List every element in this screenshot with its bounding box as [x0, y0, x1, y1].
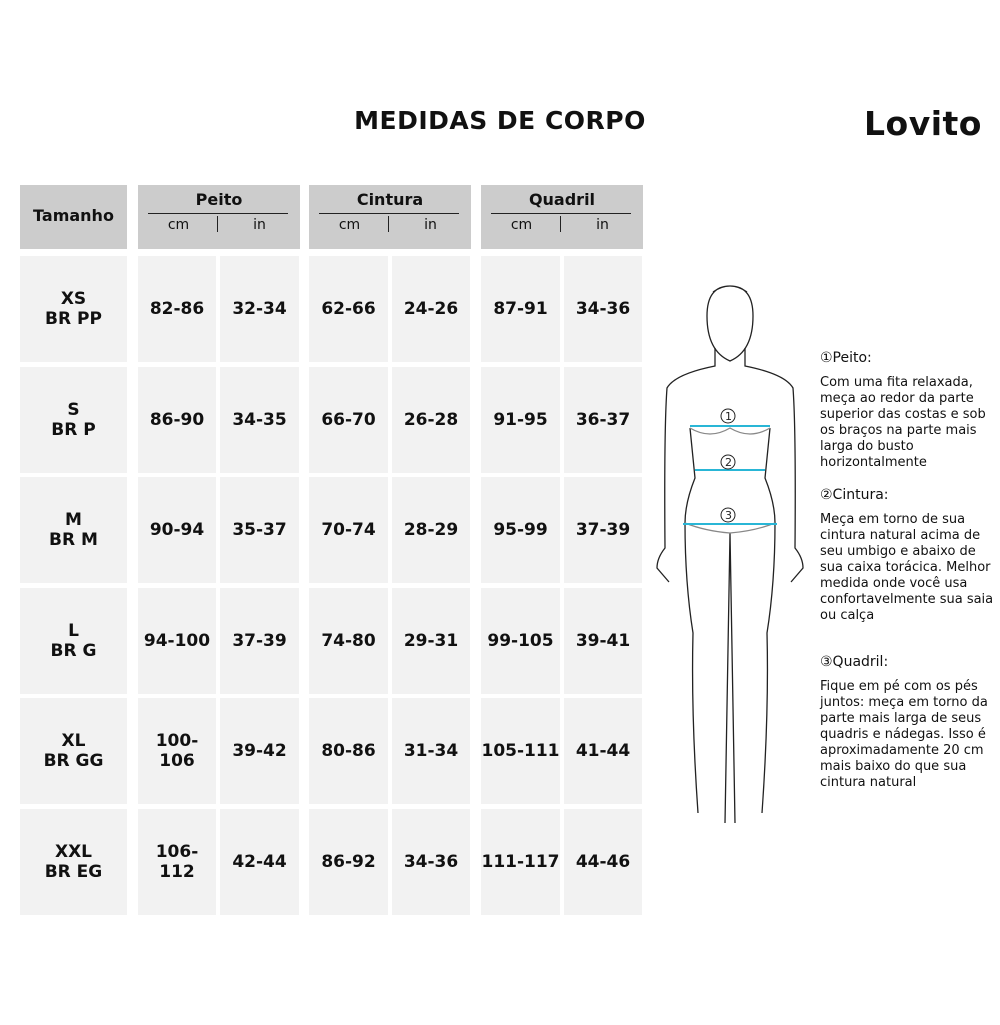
value-cell: 66-70 — [309, 366, 388, 473]
value-cell: 80-86 — [309, 698, 388, 805]
column-group-cintura: Cintura cm in — [309, 185, 471, 249]
group-name: Quadril — [528, 190, 596, 209]
value-cell: 99-105 — [481, 587, 560, 694]
unit-cm: cm — [167, 217, 190, 233]
unit-cm: cm — [338, 217, 361, 233]
brand-logo: Lovito — [864, 104, 982, 143]
size-label: S — [67, 399, 80, 420]
size-cell: M BR M — [20, 477, 127, 584]
value-cell: 90-94 — [138, 477, 216, 584]
unit-cm: cm — [510, 217, 533, 233]
size-label: XL — [61, 731, 86, 752]
value-cell: 41-44 — [564, 698, 642, 805]
guide-text: Fique em pé com os pés juntos: meça em t… — [820, 679, 988, 790]
value-cell: 34-35 — [220, 366, 299, 473]
value-cell: 36-37 — [564, 366, 642, 473]
divider — [148, 213, 288, 214]
value-cell: 34-36 — [564, 256, 642, 362]
group-name: Peito — [195, 190, 243, 209]
divider — [491, 213, 631, 214]
br-size-label: BR G — [50, 640, 97, 661]
value-cell: 94-100 — [138, 587, 216, 694]
value-cell: 100-106 — [138, 698, 216, 805]
guide-cintura: ②Cintura: Meça em torno de sua cintura n… — [820, 487, 1000, 624]
value-cell: 37-39 — [564, 477, 642, 584]
value-cell: 29-31 — [392, 587, 470, 694]
body-figure: 1 2 3 — [656, 285, 804, 823]
value-cell: 39-41 — [564, 587, 642, 694]
br-size-label: BR P — [51, 419, 96, 440]
size-cell: L BR G — [20, 587, 127, 694]
divider — [319, 213, 459, 214]
unit-in: in — [253, 217, 266, 233]
size-cell: XL BR GG — [20, 698, 127, 805]
value-cell: 95-99 — [481, 477, 560, 584]
size-label: XS — [60, 289, 87, 309]
value-cell: 105-111 — [481, 698, 560, 805]
value-cell: 32-34 — [220, 256, 299, 362]
br-size-label: BR M — [49, 530, 98, 551]
value-cell: 74-80 — [309, 587, 388, 694]
marker-1: 1 — [725, 410, 732, 423]
marker-2: 2 — [725, 456, 732, 469]
page-title: MEDIDAS DE CORPO — [354, 106, 646, 135]
value-cell: 42-44 — [220, 809, 299, 915]
divider — [388, 216, 389, 232]
column-group-quadril: Quadril cm in — [481, 185, 643, 249]
br-size-label: BR GG — [43, 751, 104, 772]
value-cell: 28-29 — [392, 477, 470, 584]
divider — [217, 216, 218, 232]
br-size-label: BR EG — [44, 862, 103, 882]
value-cell: 70-74 — [309, 477, 388, 584]
value-cell: 87-91 — [481, 256, 560, 362]
value-cell: 35-37 — [220, 477, 299, 584]
value-cell: 31-34 — [392, 698, 470, 805]
size-cell: XXL BR EG — [20, 809, 127, 915]
size-cell: S BR P — [20, 366, 127, 473]
measure-lines — [683, 425, 777, 525]
value-cell: 44-46 — [564, 809, 642, 915]
guide-heading: ②Cintura: — [820, 487, 889, 503]
guide-heading: ③Quadril: — [820, 654, 889, 670]
br-size-label: BR PP — [45, 309, 102, 329]
size-label: XXL — [54, 842, 93, 862]
value-cell: 34-36 — [392, 809, 470, 915]
divider — [560, 216, 561, 232]
size-header: Tamanho — [20, 185, 127, 249]
value-cell: 86-92 — [309, 809, 388, 915]
column-group-peito: Peito cm in — [138, 185, 300, 249]
value-cell: 111-117 — [481, 809, 560, 915]
value-cell: 91-95 — [481, 366, 560, 473]
guide-heading: ①Peito: — [820, 350, 872, 366]
value-cell: 106-112 — [138, 809, 216, 915]
size-label: L — [68, 620, 79, 641]
value-cell: 26-28 — [392, 366, 470, 473]
guide-quadril: ③Quadril: Fique em pé com os pés juntos:… — [820, 654, 1000, 791]
unit-in: in — [424, 217, 437, 233]
value-cell: 39-42 — [220, 698, 299, 805]
guide-text: Meça em torno de sua cintura natural aci… — [820, 512, 994, 623]
group-name: Cintura — [356, 190, 424, 209]
value-cell: 82-86 — [138, 256, 216, 362]
unit-in: in — [596, 217, 609, 233]
value-cell: 62-66 — [309, 256, 388, 362]
value-cell: 24-26 — [392, 256, 470, 362]
value-cell: 37-39 — [220, 587, 299, 694]
guide-text: Com uma fita relaxada, meça ao redor da … — [820, 375, 986, 470]
value-cell: 86-90 — [138, 366, 216, 473]
guide-peito: ①Peito: Com uma fita relaxada, meça ao r… — [820, 350, 1000, 471]
size-label: M — [65, 510, 82, 531]
marker-3: 3 — [725, 509, 732, 522]
size-cell: XS BR PP — [20, 256, 127, 362]
